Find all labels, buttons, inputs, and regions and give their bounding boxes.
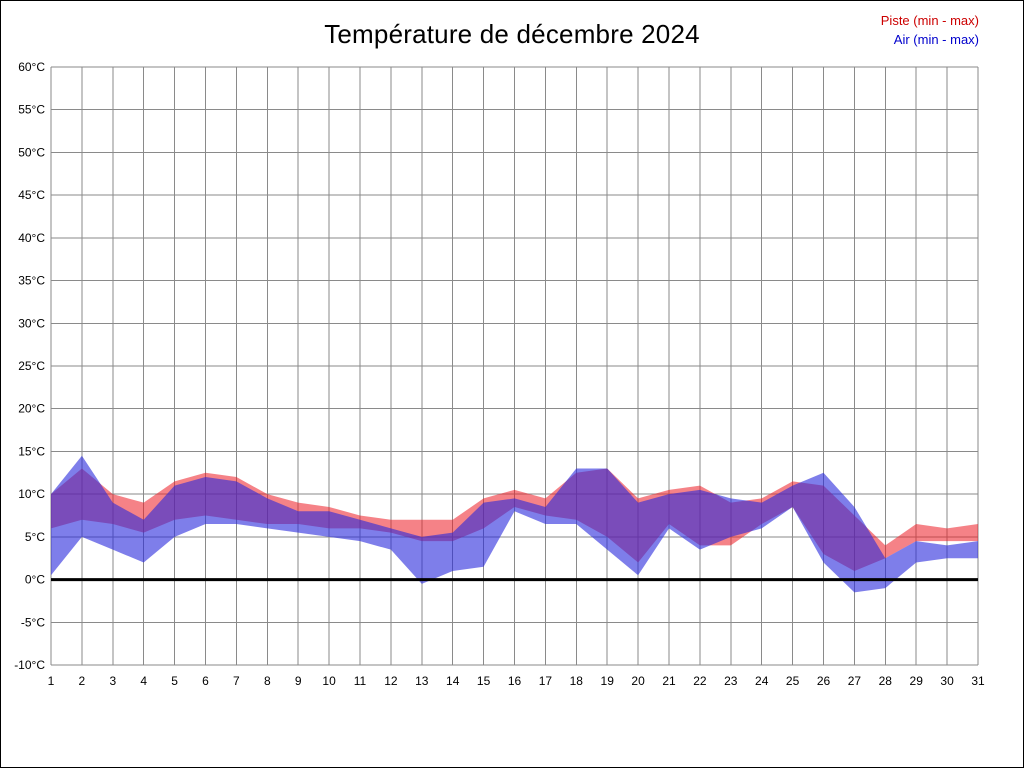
x-tick-label: 14: [446, 674, 460, 688]
x-tick-label: 27: [848, 674, 862, 688]
x-tick-label: 24: [755, 674, 769, 688]
y-tick-label: -10°C: [14, 658, 45, 672]
x-tick-label: 12: [384, 674, 398, 688]
x-tick-label: 17: [539, 674, 553, 688]
x-tick-label: 15: [477, 674, 491, 688]
x-tick-label: 7: [233, 674, 240, 688]
x-tick-label: 2: [79, 674, 86, 688]
x-tick-label: 11: [354, 674, 367, 688]
y-tick-label: 15°C: [18, 444, 45, 458]
x-tick-label: 4: [140, 674, 147, 688]
y-tick-label: 60°C: [18, 60, 45, 74]
x-tick-label: 22: [693, 674, 707, 688]
x-tick-label: 25: [786, 674, 800, 688]
x-tick-label: 28: [879, 674, 893, 688]
y-tick-label: 45°C: [18, 188, 45, 202]
x-tick-label: 31: [971, 674, 985, 688]
y-tick-label: 20°C: [18, 402, 45, 416]
y-tick-label: 30°C: [18, 316, 45, 330]
x-tick-label: 9: [295, 674, 302, 688]
x-tick-label: 23: [724, 674, 738, 688]
x-tick-label: 5: [171, 674, 178, 688]
x-tick-label: 1: [48, 674, 55, 688]
x-tick-label: 13: [415, 674, 429, 688]
x-tick-label: 19: [601, 674, 615, 688]
x-tick-label: 20: [631, 674, 645, 688]
y-tick-label: 10°C: [18, 487, 45, 501]
x-tick-label: 30: [940, 674, 954, 688]
chart-title: Température de décembre 2024: [324, 19, 700, 49]
y-tick-label: 40°C: [18, 231, 45, 245]
y-tick-label: 35°C: [18, 274, 45, 288]
x-tick-label: 29: [910, 674, 924, 688]
y-tick-label: 55°C: [18, 103, 45, 117]
x-tick-label: 16: [508, 674, 522, 688]
legend-item-piste: Piste (min - max): [880, 13, 979, 28]
legend-item-air: Air (min - max): [893, 32, 979, 47]
y-tick-label: 5°C: [25, 530, 45, 544]
x-tick-label: 18: [570, 674, 584, 688]
chart-legend: Piste (min - max) Air (min - max): [881, 11, 979, 49]
x-tick-label: 21: [662, 674, 676, 688]
x-tick-label: 10: [322, 674, 336, 688]
x-tick-label: 3: [109, 674, 116, 688]
y-tick-label: -5°C: [21, 615, 45, 629]
x-tick-label: 6: [202, 674, 209, 688]
y-tick-label: 0°C: [25, 573, 45, 587]
y-tick-label: 50°C: [18, 145, 45, 159]
x-tick-label: 8: [264, 674, 271, 688]
y-tick-label: 25°C: [18, 359, 45, 373]
x-tick-label: 26: [817, 674, 831, 688]
